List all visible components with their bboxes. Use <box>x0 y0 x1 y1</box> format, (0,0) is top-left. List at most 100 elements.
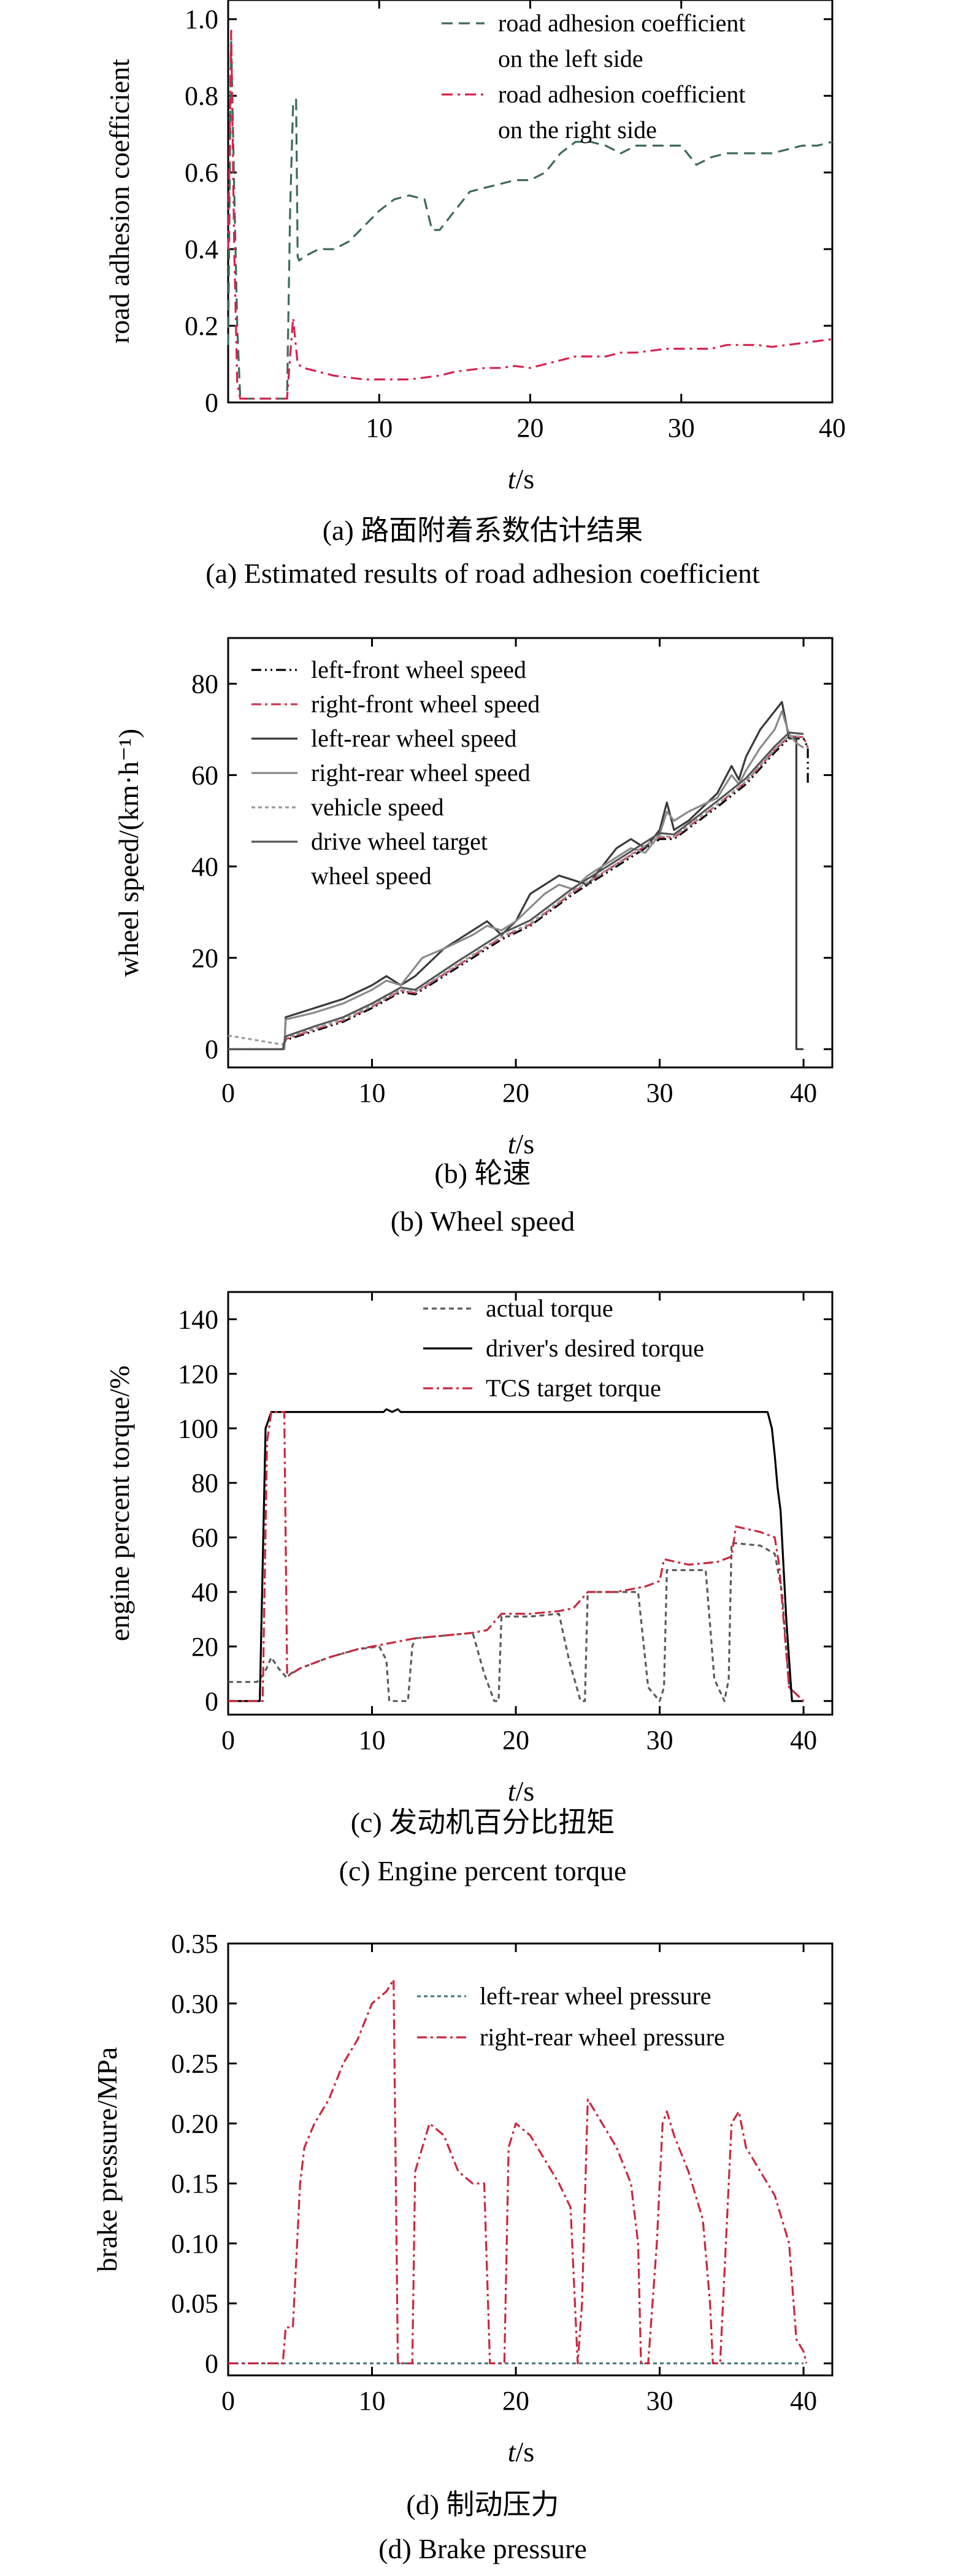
y-axis-title: road adhesion coefficient <box>104 59 135 344</box>
x-tick-label: 20 <box>502 1078 529 1108</box>
y-tick-label: 20 <box>191 1632 218 1662</box>
charts-root: 10 20 30 40 0 0.2 0.4 0.6 0.8 1.0 road adhesion co… <box>91 0 846 2564</box>
legend-label: right-front wheel speed <box>311 690 540 718</box>
series-line-1 <box>228 1408 804 1702</box>
y-tick-label: 60 <box>191 760 218 790</box>
legend-label: right-rear wheel pressure <box>480 2023 725 2051</box>
legend-item: left-rear wheel pressure <box>417 1982 711 2010</box>
legend-label: TCS target torque <box>486 1374 661 1402</box>
series-line-0 <box>228 1542 805 1702</box>
y-tick-label: 0.2 <box>185 311 218 341</box>
legend-item: road adhesion coefficient on the right si… <box>442 80 746 144</box>
x-tick-label: 40 <box>790 1725 817 1755</box>
y-tick-label: 0.05 <box>171 2289 218 2319</box>
legend-item: right-front wheel speed <box>251 690 540 718</box>
legend-label: vehicle speed <box>311 793 444 821</box>
x-tick-label: 30 <box>668 413 695 443</box>
x-axis-title: t/s <box>508 1128 534 1159</box>
y-tick-label: 0.8 <box>185 81 218 111</box>
chart-0: 10 20 30 40 0 0.2 0.4 0.6 0.8 1.0 road adhesion co… <box>104 0 846 589</box>
x-tick-label: 10 <box>359 1078 386 1108</box>
x-tick-label: 10 <box>359 2386 386 2416</box>
x-tick-label: 20 <box>517 413 544 443</box>
caption-chinese: (b) 轮速 <box>434 1158 531 1189</box>
y-tick-label: 0.35 <box>171 1929 218 1959</box>
y-tick-label: 0.4 <box>185 234 218 264</box>
y-tick-label: 0.6 <box>185 158 218 188</box>
y-axis-title: wheel speed/(km·h⁻¹) <box>113 729 144 977</box>
x-tick-label: 20 <box>502 2386 529 2416</box>
legend-item: left-rear wheel speed <box>251 725 516 752</box>
y-tick-label: 60 <box>191 1523 218 1553</box>
x-tick-label: 10 <box>359 1725 386 1755</box>
y-tick-label: 40 <box>191 852 218 882</box>
x-tick-label: 40 <box>790 2386 817 2416</box>
caption-english: (d) Brake pressure <box>378 2533 587 2564</box>
x-tick-label: 30 <box>646 1725 673 1755</box>
legend-label: drive wheel target <box>311 828 488 855</box>
legend-item: left-front wheel speed <box>251 656 526 683</box>
x-axis-title: t/s <box>508 463 534 494</box>
x-tick-label: 40 <box>819 413 846 443</box>
x-tick-label: 30 <box>646 1078 673 1108</box>
legend-label: wheel speed <box>311 862 432 890</box>
y-tick-label: 0.15 <box>171 2169 218 2199</box>
x-tick-label: 0 <box>221 1078 235 1108</box>
y-tick-label: 120 <box>178 1359 218 1389</box>
y-tick-label: 0 <box>205 388 218 418</box>
series-line-0 <box>227 37 833 400</box>
series-line-1 <box>227 29 833 400</box>
legend-item: drive wheel target wheel speed <box>251 828 488 890</box>
x-tick-label: 20 <box>502 1725 529 1755</box>
y-axis-title: engine percent torque/% <box>104 1366 135 1642</box>
legend-label: on the left side <box>498 45 643 72</box>
caption-english: (c) Engine percent torque <box>339 1855 627 1886</box>
series-line-5 <box>228 731 804 1050</box>
y-tick-label: 0.30 <box>171 1989 218 2019</box>
legend-item: TCS target torque <box>423 1374 661 1402</box>
chart-2: 0 10 20 30 40 0 20 40 60 80 100 120 140 actual torque… <box>104 1291 834 1886</box>
y-tick-label: 0.10 <box>171 2229 218 2259</box>
series-line-2 <box>228 1411 805 1702</box>
y-tick-label: 100 <box>178 1413 218 1444</box>
x-tick-label: 0 <box>221 1725 235 1755</box>
y-tick-label: 0.20 <box>171 2109 218 2139</box>
series-line-2 <box>228 701 804 1050</box>
x-tick-label: 10 <box>366 413 393 443</box>
y-tick-label: 40 <box>191 1577 218 1607</box>
caption-chinese: (c) 发动机百分比扭矩 <box>351 1807 615 1838</box>
plot-frame <box>227 1942 834 2377</box>
legend-label: right-rear wheel speed <box>311 759 531 786</box>
legend-item: actual torque <box>423 1294 613 1322</box>
caption-english: (a) Estimated results of road adhesion c… <box>205 558 760 589</box>
caption-chinese: (a) 路面附着系数估计结果 <box>323 515 643 546</box>
legend-item: road adhesion coefficient on the left sid… <box>442 9 746 72</box>
y-tick-label: 0 <box>205 1034 218 1064</box>
series-line-1 <box>228 1978 808 2364</box>
x-tick-label: 0 <box>221 2386 235 2416</box>
legend-label: driver's desired torque <box>486 1334 704 1362</box>
legend-label: road adhesion coefficient <box>498 80 746 108</box>
y-tick-label: 0 <box>205 2348 218 2378</box>
y-tick-label: 80 <box>191 669 218 699</box>
caption-chinese: (d) 制动压力 <box>406 2489 559 2520</box>
caption-english: (b) Wheel speed <box>391 1205 575 1237</box>
y-tick-label: 20 <box>191 943 218 973</box>
legend-item: right-rear wheel speed <box>251 759 531 786</box>
y-tick-label: 80 <box>191 1468 218 1498</box>
y-tick-label: 1.0 <box>185 4 218 34</box>
legend-label: actual torque <box>486 1294 613 1322</box>
x-tick-label: 30 <box>646 2386 673 2416</box>
plot-frame <box>227 637 834 1069</box>
y-tick-label: 0 <box>205 1686 218 1717</box>
legend-item: right-rear wheel pressure <box>417 2023 725 2051</box>
x-axis-title: t/s <box>508 1775 534 1807</box>
x-tick-label: 40 <box>790 1078 817 1108</box>
y-tick-label: 140 <box>178 1304 218 1334</box>
legend-label: left-rear wheel speed <box>311 725 516 752</box>
y-tick-label: 0.25 <box>171 2049 218 2079</box>
y-axis-title: brake pressure/MPa <box>91 2047 123 2272</box>
plot-frame <box>227 1291 834 1716</box>
legend-label: road adhesion coefficient <box>498 9 746 37</box>
